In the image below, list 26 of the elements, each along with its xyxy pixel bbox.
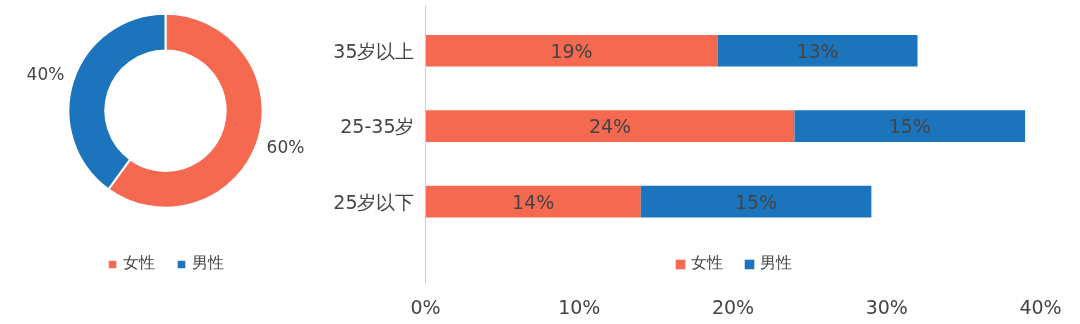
bar [425,110,795,142]
bar [717,34,918,67]
bar [425,34,718,67]
x-tick-label: 30% [865,295,908,318]
x-tick-label: 10% [558,295,601,318]
bar [425,185,641,218]
data-label: 60% [266,137,305,158]
x-tick-label: 20% [711,295,755,318]
data-label: 15% [734,190,778,213]
data-label: 15% [888,115,931,138]
data-label: 14% [512,190,555,213]
legend-label: 女性 [690,253,723,274]
bar [794,110,1026,142]
data-label: 13% [796,39,839,62]
y-tick-label: 35岁以上 [333,39,415,62]
data-label: 24% [588,115,632,138]
x-tick-label: 0% [410,295,441,318]
legend-label: 女性 [123,253,155,274]
data-label: 19% [550,39,593,62]
x-tick-label: 40% [1019,295,1062,318]
bar [640,185,872,218]
y-tick-label: 25岁以下 [333,190,415,213]
data-label: 40% [26,63,65,84]
legend-label: 男性 [192,253,224,274]
y-tick-label: 25-35岁 [340,115,415,138]
legend-label: 男性 [759,253,792,274]
